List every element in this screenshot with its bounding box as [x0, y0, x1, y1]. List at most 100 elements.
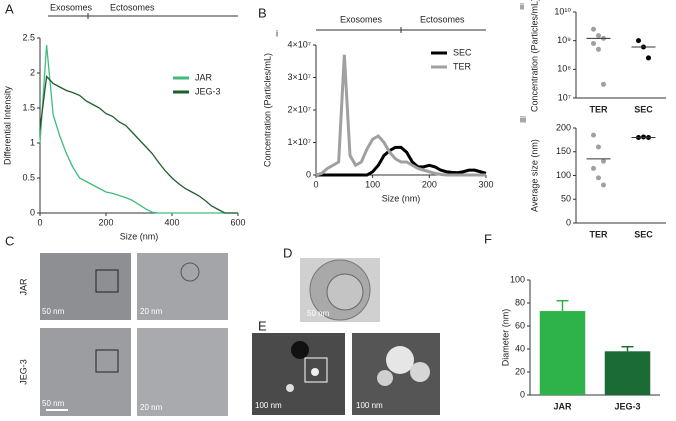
scale-label: 50 nm: [42, 399, 65, 408]
y-tick-label: 0: [30, 207, 35, 217]
row-label: JAR: [18, 278, 28, 296]
dot: [591, 40, 596, 46]
x-tick-label: TER: [590, 104, 609, 114]
panel-letter: D: [283, 245, 292, 260]
bar: [604, 351, 651, 395]
vesicle: [410, 362, 430, 382]
y-tick-label: 0: [306, 169, 311, 179]
x-tick-label: SEC: [634, 104, 653, 114]
y-tick-label: 10¹⁰: [554, 6, 571, 16]
dot: [591, 132, 596, 138]
sub-label: iii: [520, 114, 526, 124]
pore: [291, 341, 309, 359]
annotation: Ectosomes: [110, 2, 155, 12]
scale-label: 50 nm: [42, 307, 65, 316]
x-tick-label: 0: [313, 179, 318, 189]
y-tick-label: 10⁸: [557, 64, 571, 74]
y-axis-label: Diameter (nm): [500, 309, 510, 367]
panel-letter: F: [484, 231, 492, 246]
y-axis-label: Average size (nm): [529, 139, 539, 212]
y-tick-label: 3×10⁷: [287, 72, 311, 82]
panel-letter: C: [5, 233, 14, 248]
y-tick-label: 0.5: [22, 172, 35, 182]
inset-box: [95, 349, 119, 373]
x-tick-label: JAR: [553, 401, 572, 411]
y-axis-label: Concentration (Particles/mL): [262, 53, 272, 167]
y-axis-label: Differential Intensity: [2, 86, 12, 165]
dot: [596, 46, 601, 52]
x-tick-label: SEC: [634, 229, 653, 239]
micrographs: [40, 253, 440, 416]
bar: [539, 311, 586, 395]
line: [39, 44, 238, 214]
y-tick-label: 2.5: [22, 32, 35, 42]
legend-label: SEC: [453, 47, 472, 57]
inset-box: [95, 269, 119, 293]
sub-label: i: [276, 28, 278, 38]
line: [315, 54, 486, 177]
panel-letter: E: [258, 318, 267, 333]
y-tick-label: 100: [556, 170, 571, 180]
dot: [596, 33, 601, 39]
scale-label: 20 nm: [140, 403, 163, 412]
y-tick-label: 20: [515, 366, 525, 376]
dot: [601, 81, 606, 87]
y-tick-label: 1×10⁷: [287, 137, 311, 147]
y-tick-label: 2: [30, 67, 35, 77]
annotation: Ectosomes: [420, 14, 465, 24]
y-tick-label: 10⁹: [557, 35, 571, 45]
y-tick-label: 50: [561, 194, 571, 204]
vesicle: [311, 368, 319, 376]
y-tick-label: 150: [556, 146, 571, 156]
x-axis-label: Size (nm): [382, 193, 421, 203]
vesicle: [386, 346, 414, 374]
sub-label: ii: [520, 1, 524, 11]
x-tick-label: 600: [230, 217, 245, 227]
y-tick-label: 0: [520, 389, 525, 399]
dot: [601, 182, 606, 188]
dot: [591, 26, 596, 32]
x-tick-label: 200: [98, 217, 113, 227]
y-tick-label: 40: [515, 343, 525, 353]
vesicle: [377, 370, 393, 386]
y-tick-label: 4×10⁷: [287, 39, 311, 49]
y-tick-label: 200: [556, 122, 571, 132]
dot: [636, 38, 641, 44]
micrograph: [40, 253, 131, 320]
y-tick-label: 0: [566, 217, 571, 227]
panel-letter: A: [5, 1, 14, 16]
dot: [601, 158, 606, 164]
y-tick-label: 100: [510, 274, 525, 284]
y-tick-label: 2×10⁷: [287, 104, 311, 114]
x-tick-label: 400: [164, 217, 179, 227]
dot: [646, 55, 651, 61]
x-axis-label: Size (nm): [120, 231, 159, 241]
scale-label: 100 nm: [255, 401, 282, 410]
annotation: Exosomes: [50, 2, 93, 12]
legend-label: JEG-3: [195, 86, 221, 96]
scale-label: 100 nm: [356, 401, 383, 410]
inset-box: [304, 357, 328, 383]
x-tick-label: 300: [478, 179, 493, 189]
annotation: Exosomes: [340, 14, 383, 24]
legend-label: JAR: [195, 72, 213, 82]
y-tick-label: 10⁷: [558, 92, 571, 102]
vesicle: [286, 384, 294, 392]
dot: [596, 175, 601, 181]
legend-label: TER: [453, 61, 472, 71]
y-tick-label: 1.5: [22, 102, 35, 112]
x-tick-label: 0: [37, 217, 42, 227]
scale-label: 20 nm: [140, 307, 163, 316]
dot: [591, 165, 596, 171]
micrograph: [137, 328, 228, 416]
y-tick-label: 1: [30, 137, 35, 147]
x-tick-label: TER: [590, 229, 609, 239]
line: [316, 145, 487, 177]
x-tick-label: 100: [365, 179, 380, 189]
micrograph: [137, 253, 228, 320]
x-tick-label: JEG-3: [614, 401, 640, 411]
y-tick-label: 80: [515, 297, 525, 307]
dot: [596, 144, 601, 150]
row-label: JEG-3: [18, 359, 28, 385]
x-tick-label: 200: [422, 179, 437, 189]
